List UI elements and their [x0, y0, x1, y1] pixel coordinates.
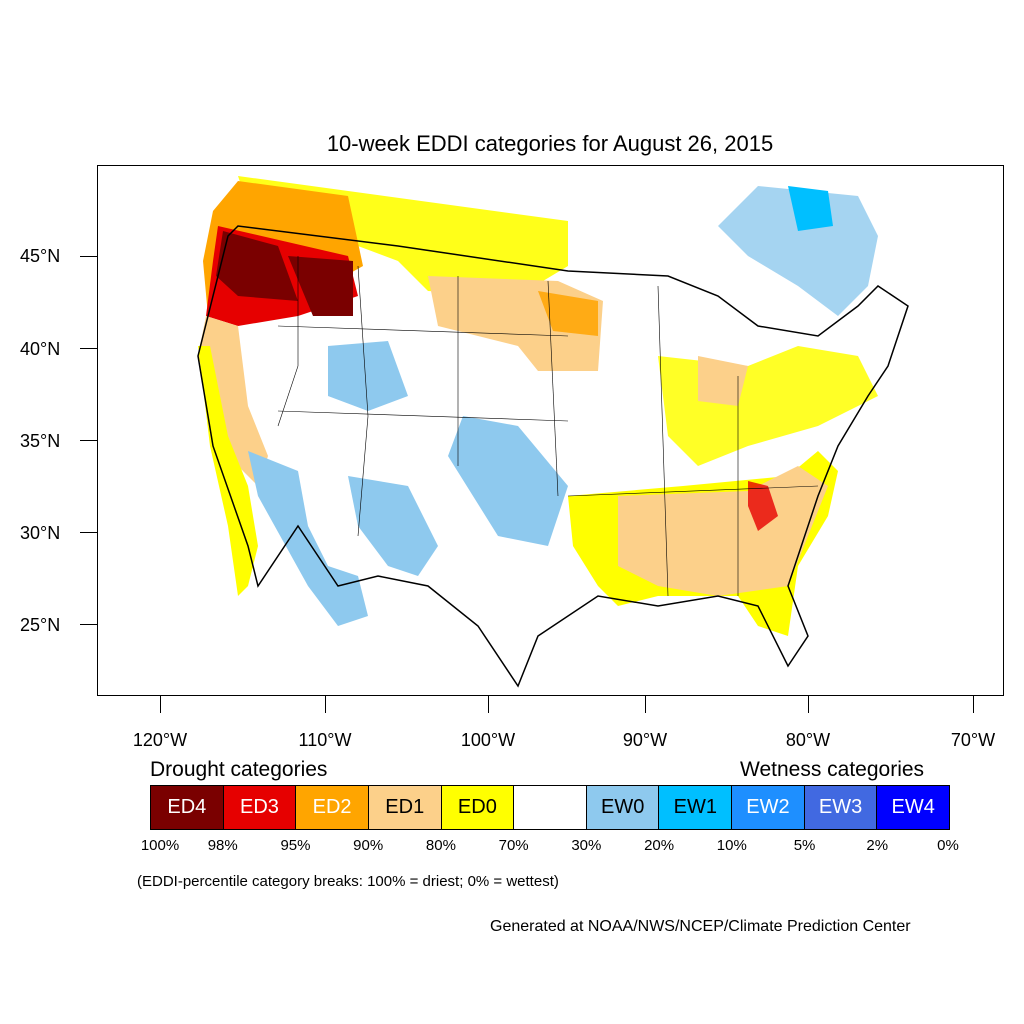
- percent-break-label: 20%: [644, 837, 675, 854]
- lon-tick: [645, 696, 646, 713]
- wetness-heading: Wetness categories: [740, 758, 925, 781]
- legend-swatch-ed0: ED0: [441, 786, 515, 829]
- lon-label-100: 100°W: [460, 730, 516, 750]
- category-legend: ED4 ED3 ED2 ED1 ED0 EW0 EW1 EW2 EW3 EW4: [150, 785, 950, 830]
- legend-swatch-ew3: EW3: [804, 786, 878, 829]
- legend-swatch-ew4: EW4: [877, 786, 950, 829]
- lon-tick: [488, 696, 489, 713]
- percent-break-label: 95%: [280, 837, 311, 854]
- lat-label-35: 35°N: [20, 431, 61, 451]
- map-canvas: [197, 176, 909, 688]
- category-note: (EDDI-percentile category breaks: 100% =…: [137, 873, 559, 890]
- lat-label-45: 45°N: [20, 246, 61, 266]
- legend-swatch-ew0: EW0: [586, 786, 660, 829]
- percent-break-label: 10%: [716, 837, 747, 854]
- lon-label-120: 120°W: [132, 730, 188, 750]
- percent-break-label: 70%: [498, 837, 529, 854]
- lat-tick: [80, 532, 97, 533]
- lon-label-90: 90°W: [622, 730, 668, 750]
- percent-break-label: 98%: [207, 837, 238, 854]
- legend-swatch-ed2: ED2: [296, 786, 369, 829]
- us-outline: [197, 225, 909, 688]
- lat-tick: [80, 624, 97, 625]
- credit-text: Generated at NOAA/NWS/NCEP/Climate Predi…: [490, 918, 911, 935]
- state-lines: [277, 256, 819, 597]
- percent-break-label: 0%: [937, 837, 959, 854]
- legend-swatch-ed1: ED1: [368, 786, 442, 829]
- percent-break-label: 90%: [353, 837, 384, 854]
- lat-label-25: 25°N: [20, 615, 61, 635]
- lon-tick: [973, 696, 974, 713]
- lon-tick: [325, 696, 326, 713]
- drought-heading: Drought categories: [150, 758, 328, 781]
- lon-label-80: 80°W: [785, 730, 831, 750]
- map-title: 10-week EDDI categories for August 26, 2…: [326, 131, 774, 156]
- lon-tick: [160, 696, 161, 713]
- lat-tick: [80, 440, 97, 441]
- lat-label-40: 40°N: [20, 339, 61, 359]
- eddi-map: [97, 165, 1004, 696]
- lat-label-30: 30°N: [20, 523, 61, 543]
- lon-label-70: 70°W: [950, 730, 996, 750]
- percent-break-label: 30%: [571, 837, 602, 854]
- percent-break-label: 2%: [866, 837, 889, 854]
- percent-break-label: 100%: [140, 837, 180, 854]
- lat-tick: [80, 348, 97, 349]
- percent-break-label: 80%: [425, 837, 456, 854]
- legend-swatch-ew1: EW1: [659, 786, 733, 829]
- lon-tick: [808, 696, 809, 713]
- legend-swatch-ew2: EW2: [732, 786, 805, 829]
- category-fills: [198, 176, 878, 636]
- percent-break-label: 5%: [793, 837, 816, 854]
- legend-swatch-neutral: [514, 786, 587, 829]
- lon-label-110: 110°W: [298, 730, 352, 750]
- legend-swatch-ed4: ED4: [151, 786, 224, 829]
- legend-swatch-ed3: ED3: [223, 786, 297, 829]
- lat-tick: [80, 256, 97, 257]
